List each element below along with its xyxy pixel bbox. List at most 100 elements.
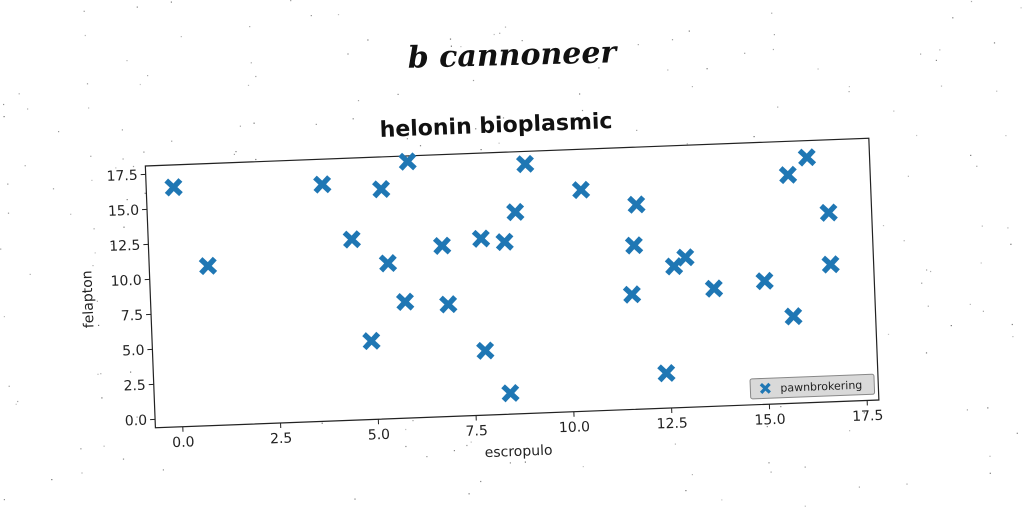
- noise-speck: [111, 243, 113, 245]
- noise-speck: [468, 493, 470, 495]
- noise-speck: [480, 480, 482, 483]
- data-point: [627, 195, 646, 214]
- noise-speck: [993, 42, 996, 44]
- noise-speck: [524, 461, 526, 463]
- data-point: [778, 165, 798, 185]
- y-axis: 0.0 2.5 5.0 7.5 10.0 12.5 15.0 17.5: [106, 168, 156, 430]
- noise-speck: [122, 158, 124, 160]
- legend: pawnbrokering: [749, 373, 876, 400]
- noise-speck: [136, 6, 138, 8]
- noise-speck: [235, 151, 237, 153]
- noise-speck: [405, 428, 407, 431]
- noise-speck: [916, 134, 918, 137]
- noise-speck: [848, 86, 850, 88]
- noise-speck: [0, 248, 2, 250]
- noise-speck: [3, 316, 5, 318]
- noise-speck: [804, 505, 806, 507]
- noise-speck: [449, 38, 452, 40]
- noise-speck: [143, 151, 145, 153]
- noise-speck: [686, 143, 688, 145]
- noise-speck: [1012, 336, 1014, 338]
- y-tick-label: 15.0: [108, 203, 140, 220]
- noise-speck: [493, 33, 495, 36]
- x-tick-label: 17.5: [852, 408, 884, 425]
- noise-speck: [92, 265, 94, 267]
- noise-speck: [354, 498, 356, 500]
- noise-speck: [744, 52, 746, 54]
- noise-speck: [52, 188, 55, 190]
- noise-speck: [18, 93, 20, 95]
- data-point: [704, 279, 724, 298]
- noise-speck: [863, 412, 865, 414]
- noise-speck: [804, 466, 806, 468]
- legend-box: [749, 373, 876, 400]
- noise-speck: [17, 400, 19, 403]
- noise-speck: [84, 34, 86, 37]
- noise-speck: [521, 40, 523, 42]
- noise-speck: [126, 60, 128, 62]
- noise-speck: [90, 155, 92, 157]
- noise-speck: [136, 416, 138, 418]
- noise-speck: [579, 93, 581, 95]
- noise-speck: [412, 420, 414, 422]
- noise-speck: [103, 445, 105, 447]
- noise-speck: [397, 93, 399, 95]
- noise-speck: [996, 90, 998, 92]
- noise-speck: [239, 125, 241, 127]
- noise-speck: [582, 466, 584, 468]
- y-tick-label: 5.0: [122, 343, 145, 360]
- noise-speck: [97, 373, 99, 375]
- noise-speck: [426, 456, 428, 458]
- noise-speck: [347, 53, 349, 55]
- data-point: [657, 363, 676, 383]
- legend-label: pawnbrokering: [780, 379, 862, 395]
- y-tick-label: 2.5: [123, 378, 146, 395]
- noise-speck: [253, 122, 255, 124]
- data-point: [372, 179, 391, 199]
- noise-speck: [935, 59, 937, 61]
- noise-speck: [86, 83, 89, 85]
- noise-speck: [777, 106, 779, 108]
- noise-speck: [952, 17, 954, 19]
- noise-speck: [706, 68, 708, 70]
- data-point: [755, 271, 774, 291]
- noise-speck: [1007, 227, 1009, 229]
- y-tick-label: 0.0: [125, 413, 148, 430]
- noise-speck: [498, 142, 500, 144]
- noise-speck: [966, 409, 968, 411]
- noise-speck: [321, 422, 323, 424]
- noise-speck: [772, 48, 774, 51]
- noise-speck: [7, 212, 10, 214]
- noise-speck: [115, 167, 117, 169]
- noise-speck: [882, 225, 885, 227]
- chart-rotated-group: helonin bioplasmic 0.0 2.5 5.0 7.5 10.0 12.5 1…: [79, 109, 884, 461]
- noise-speck: [93, 228, 95, 230]
- noise-speck: [903, 240, 905, 242]
- noise-speck: [1005, 135, 1007, 137]
- noise-speck: [671, 39, 674, 41]
- x-tick-label: 7.5: [465, 423, 488, 440]
- noise-speck: [920, 53, 922, 55]
- noise-speck: [930, 270, 932, 273]
- legend-marker-x-icon: [759, 382, 771, 394]
- data-point: [476, 341, 495, 360]
- data-point: [471, 229, 491, 248]
- noise-speck: [989, 455, 991, 457]
- noise-speck: [1020, 7, 1022, 9]
- noise-speck: [970, 154, 972, 156]
- noise-speck: [352, 118, 354, 120]
- noise-speck: [132, 165, 135, 168]
- noise-speck: [405, 445, 407, 448]
- noise-speck: [987, 407, 989, 409]
- noise-speck: [980, 262, 982, 264]
- noise-speck: [480, 149, 482, 151]
- noise-speck: [3, 499, 5, 501]
- noise-speck: [170, 1, 172, 3]
- noise-speck: [598, 67, 600, 69]
- noise-speck: [255, 75, 257, 78]
- noise-speck: [691, 474, 693, 476]
- noise-speck: [233, 153, 235, 155]
- data-point: [395, 292, 415, 312]
- noise-speck: [406, 138, 408, 140]
- noise-speck: [470, 441, 472, 443]
